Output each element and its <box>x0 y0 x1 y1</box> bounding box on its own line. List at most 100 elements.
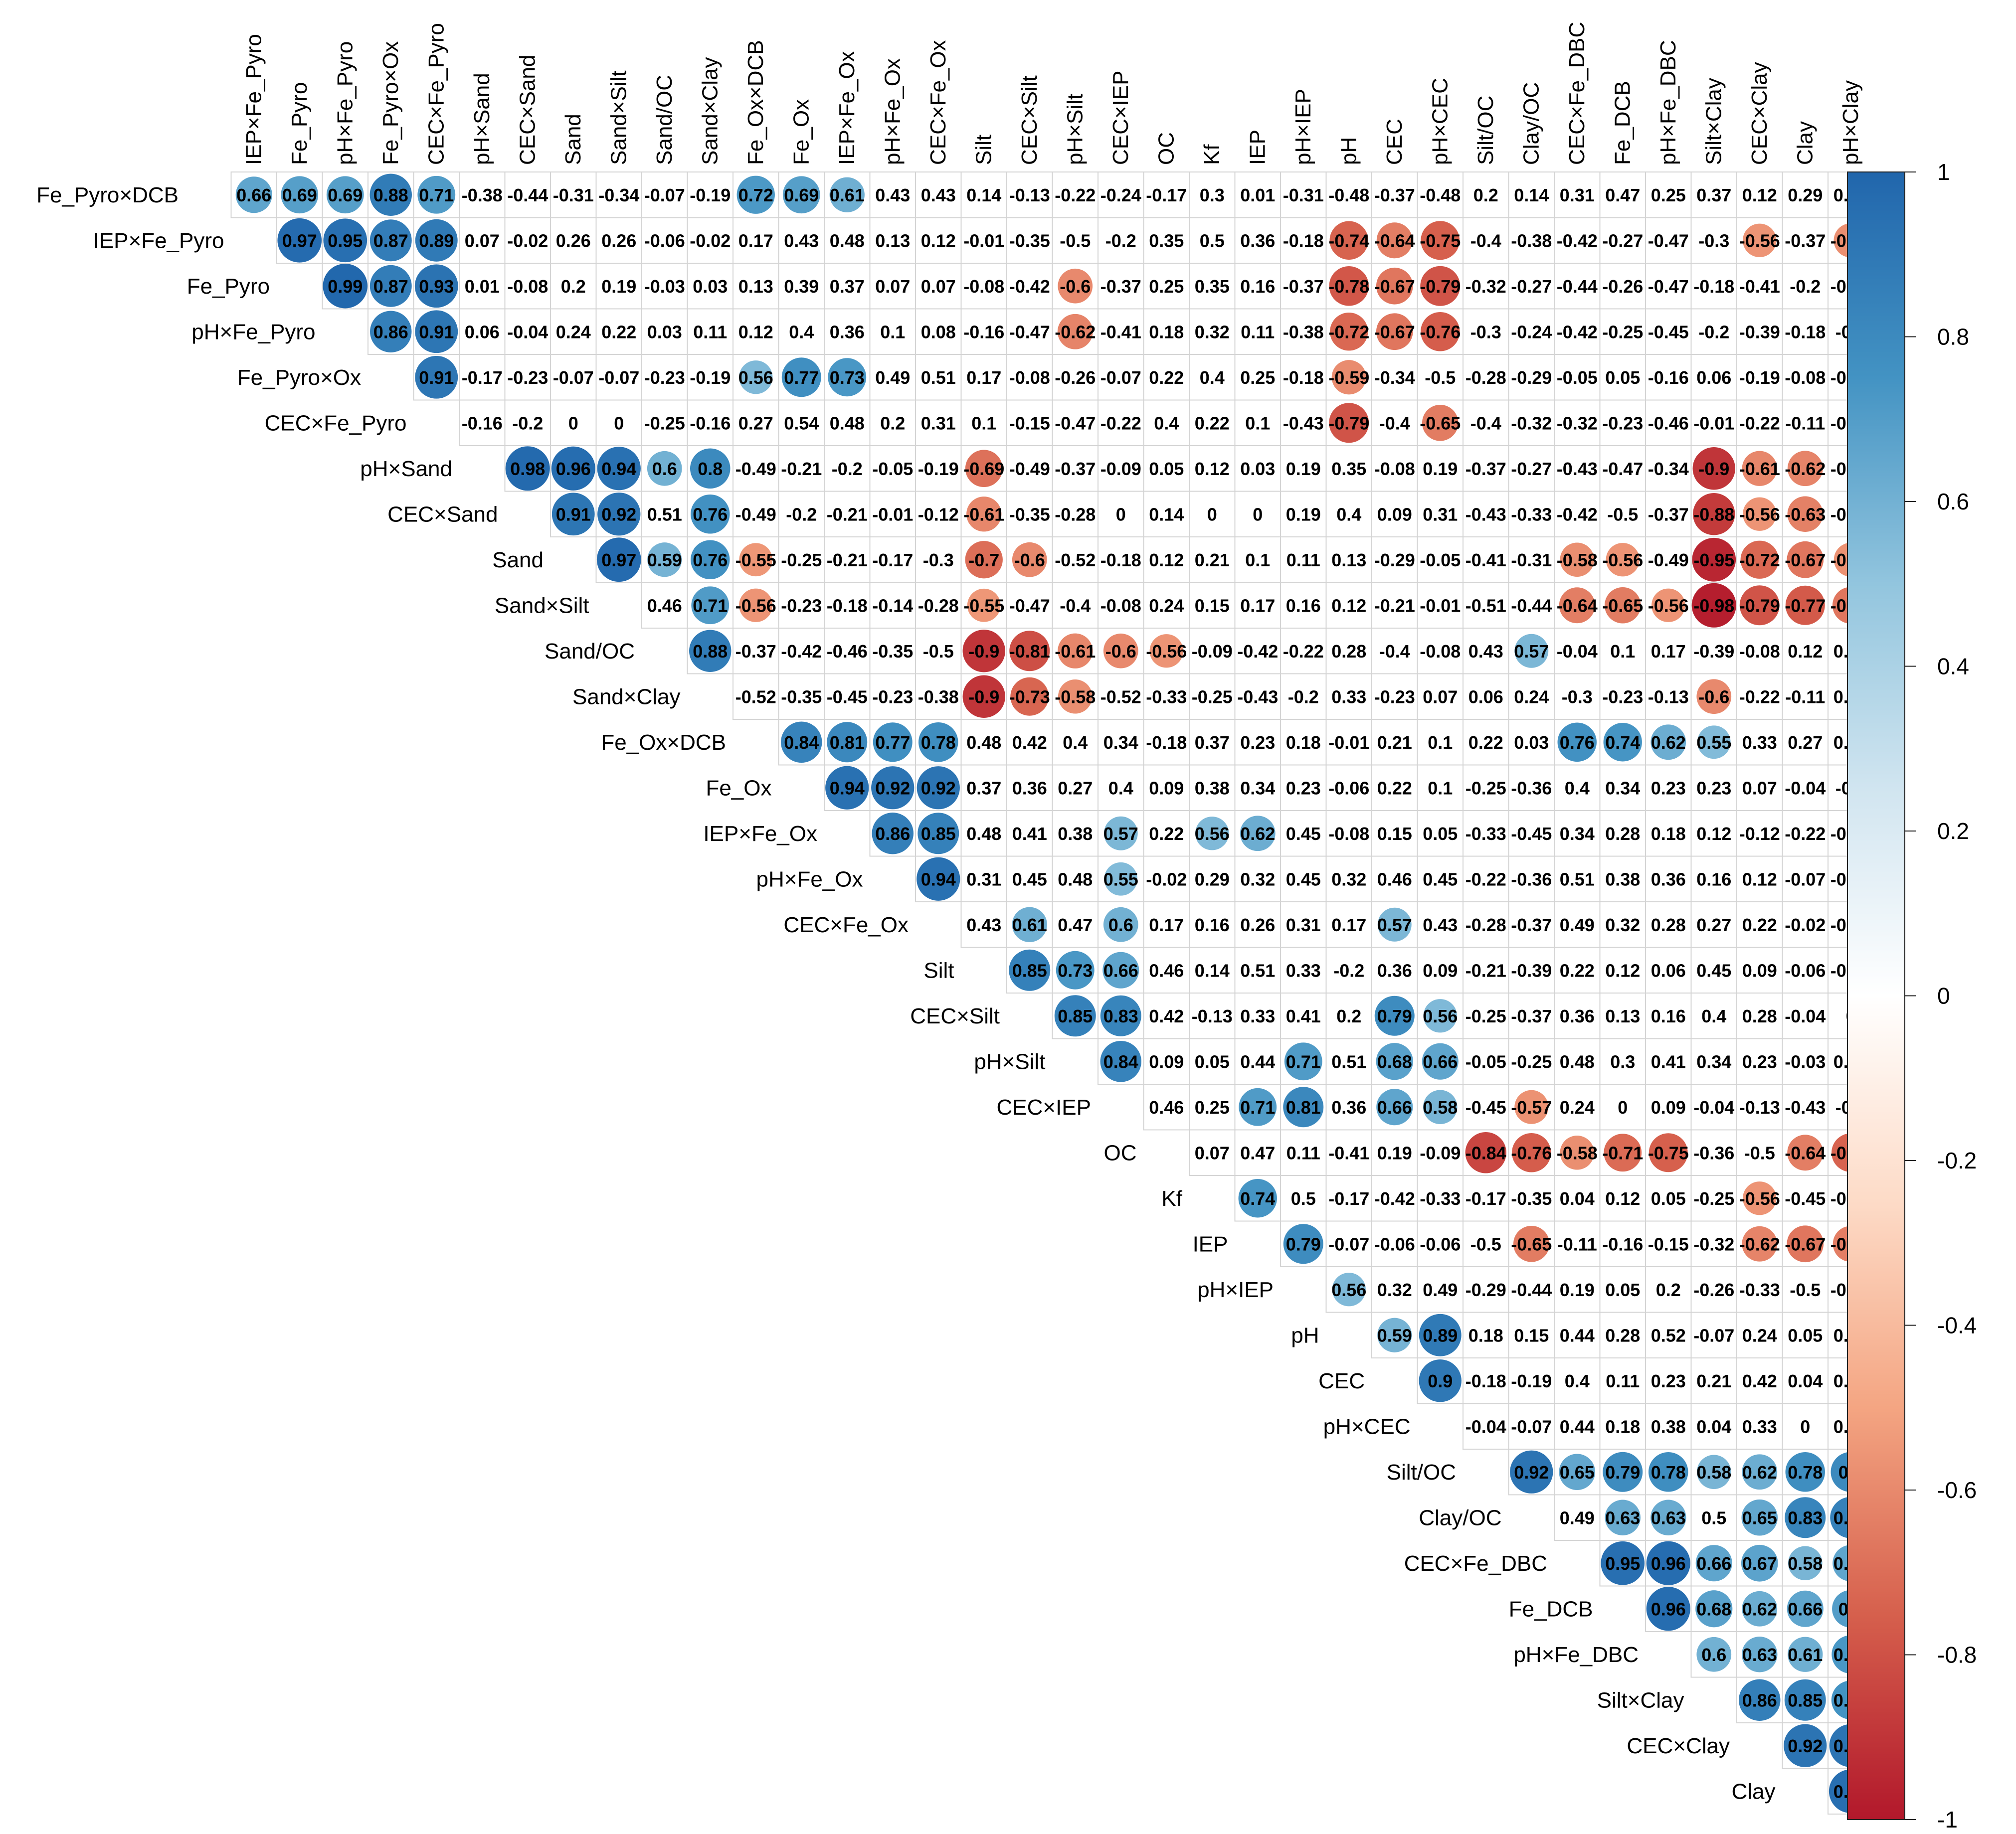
correlation-value: -0.35 <box>872 641 913 662</box>
matrix-cell <box>459 308 506 355</box>
correlation-value: -0.23 <box>781 595 822 616</box>
correlation-circle <box>1010 677 1049 716</box>
matrix-cell <box>1690 1038 1737 1085</box>
correlation-value: -0.21 <box>781 459 822 479</box>
correlation-value: 0.87 <box>373 230 408 251</box>
correlation-value: -0.71 <box>1602 1143 1643 1163</box>
correlation-circle <box>1012 907 1047 942</box>
correlation-value: 0.35 <box>1195 276 1230 297</box>
correlation-value: -0.21 <box>1466 960 1506 981</box>
correlation-value: -0.08 <box>1009 367 1050 388</box>
correlation-value: 0.66 <box>1423 1051 1458 1072</box>
colorbar-tick-label: 0.6 <box>1937 489 1969 514</box>
correlation-value: 0.1 <box>1428 778 1453 798</box>
correlation-circle <box>1650 724 1686 760</box>
correlation-value: 0.17 <box>966 367 1001 388</box>
correlation-value: 0.32 <box>1240 869 1275 889</box>
correlation-value: 0.31 <box>1286 915 1321 935</box>
correlation-circle <box>1787 451 1823 487</box>
correlation-value: -0.28 <box>1466 367 1506 388</box>
matrix-cell <box>1189 673 1236 720</box>
matrix-cell <box>1371 491 1418 537</box>
correlation-circle <box>415 219 458 262</box>
correlation-value: -0.32 <box>1466 276 1506 297</box>
correlation-value: -0.44 <box>507 185 548 205</box>
matrix-cell <box>1554 810 1601 857</box>
correlation-value: -0.37 <box>1785 230 1826 251</box>
correlation-value: -0.16 <box>963 322 1004 342</box>
correlation-value: -0.41 <box>1466 550 1506 570</box>
correlation-value: -0.42 <box>1009 276 1050 297</box>
correlation-value: 0.59 <box>647 550 682 570</box>
matrix-cell <box>1599 628 1646 674</box>
correlation-circle <box>1376 1089 1413 1126</box>
matrix-cell <box>595 354 642 401</box>
correlation-circle <box>689 630 732 672</box>
correlation-circle <box>1374 996 1415 1036</box>
correlation-value: 0 <box>614 413 624 433</box>
matrix-cell <box>915 582 962 629</box>
correlation-value: -0.23 <box>1602 413 1643 433</box>
correlation-value: -0.72 <box>1739 550 1780 570</box>
correlation-value: 0.32 <box>1331 869 1366 889</box>
correlation-value: -0.26 <box>1602 276 1643 297</box>
correlation-circle <box>736 175 775 214</box>
correlation-value: -0.49 <box>735 504 776 524</box>
correlation-circle <box>1649 1452 1688 1492</box>
correlation-value: -0.95 <box>1693 550 1734 570</box>
matrix-cell <box>1143 810 1190 857</box>
correlation-circle <box>690 448 731 489</box>
correlation-value: 0.12 <box>1149 550 1184 570</box>
column-label: Silt <box>971 135 996 165</box>
column-label: Clay/OC <box>1519 82 1543 165</box>
matrix-cell <box>1098 582 1144 629</box>
correlation-value: 0.92 <box>1788 1736 1823 1756</box>
correlation-circle <box>551 446 595 491</box>
column-label: pH×Fe_DBC <box>1656 40 1680 165</box>
matrix-cell <box>1280 536 1327 583</box>
correlation-value: 0.45 <box>1286 869 1321 889</box>
correlation-value: 0.95 <box>1605 1553 1640 1574</box>
correlation-value: -0.06 <box>1420 1234 1461 1254</box>
correlation-value: -0.56 <box>735 595 776 616</box>
row-label: Kf <box>1161 1186 1182 1211</box>
correlation-value: -0.48 <box>1420 185 1461 205</box>
correlation-value: -0.06 <box>1374 1234 1415 1254</box>
correlation-value: 0.78 <box>921 732 956 753</box>
correlation-circle <box>1100 995 1141 1036</box>
correlation-value: 0.19 <box>1560 1280 1595 1300</box>
correlation-value: 0.69 <box>282 185 317 205</box>
correlation-value: 0.48 <box>830 230 865 251</box>
correlation-value: -0.13 <box>1739 1097 1780 1118</box>
correlation-value: 0.24 <box>1149 595 1184 616</box>
matrix-cell <box>1554 1084 1601 1131</box>
correlation-value: -0.05 <box>872 459 913 479</box>
correlation-circle <box>1785 1452 1825 1492</box>
row-label: Clay/OC <box>1419 1505 1501 1530</box>
correlation-value: 0.34 <box>1696 1051 1731 1072</box>
column-label: OC <box>1154 132 1178 165</box>
correlation-value: 0.27 <box>1788 732 1823 753</box>
matrix-cell <box>1554 1494 1601 1541</box>
correlation-value: 0.63 <box>1742 1645 1777 1665</box>
column-label: pH×Sand <box>470 73 494 165</box>
correlation-value: -0.39 <box>1739 322 1780 342</box>
correlation-value: 0.49 <box>1423 1280 1458 1300</box>
correlation-value: -0.08 <box>1374 459 1415 479</box>
correlation-value: 0.46 <box>1149 960 1184 981</box>
correlation-circle <box>1742 1226 1778 1262</box>
correlation-value: -0.36 <box>1511 869 1552 889</box>
correlation-value: 0.16 <box>1651 1006 1686 1026</box>
correlation-value: -0.08 <box>1100 595 1141 616</box>
correlation-value: 0.26 <box>1240 915 1275 935</box>
correlation-value: 0.73 <box>830 367 865 388</box>
row-label: CEC×Clay <box>1627 1734 1730 1758</box>
matrix-cell <box>1736 947 1783 994</box>
matrix-cell <box>641 263 688 310</box>
matrix-cell <box>550 217 597 264</box>
matrix-cell <box>1417 582 1464 629</box>
matrix-cell <box>1599 673 1646 720</box>
correlation-value: -0.47 <box>1009 595 1050 616</box>
column-label: Sand/OC <box>652 75 677 165</box>
matrix-cell <box>1690 1175 1737 1222</box>
